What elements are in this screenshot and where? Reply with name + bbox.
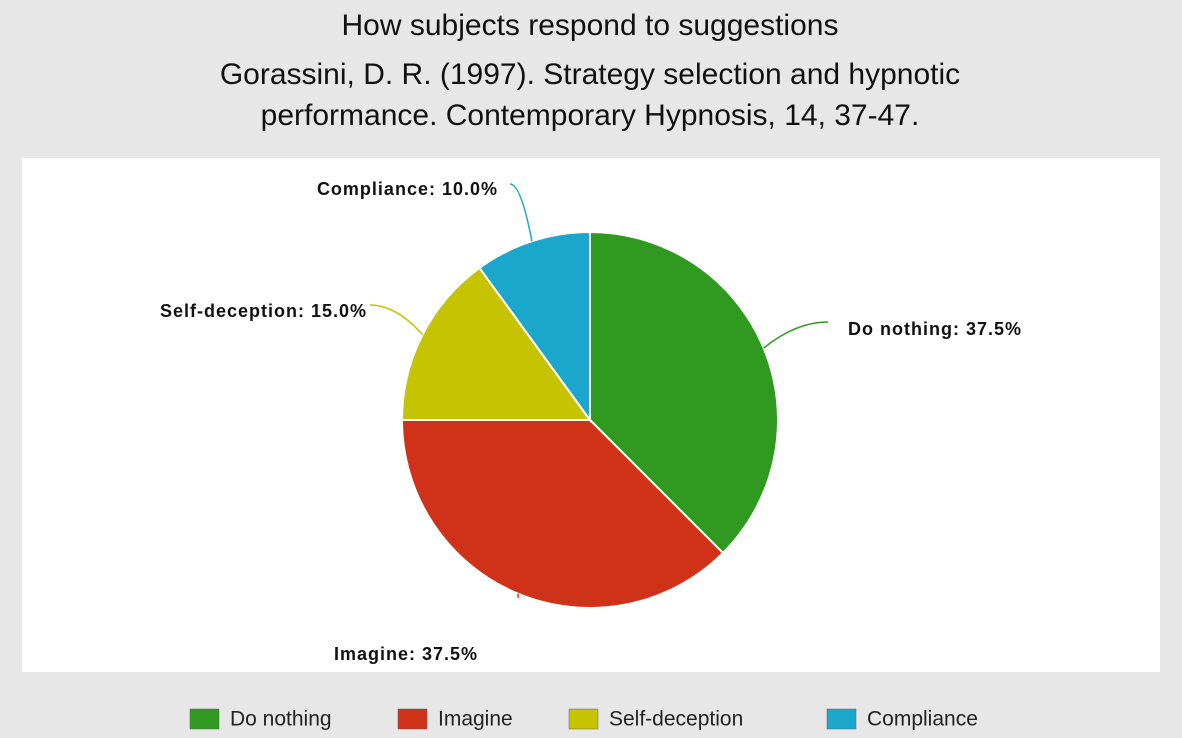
pie-slice: [400, 419, 725, 609]
legend-swatch: [568, 708, 599, 730]
leader-line: [369, 304, 424, 336]
data-label: Self-deception: 15.0%: [160, 301, 367, 321]
legend-swatch: [397, 708, 428, 730]
legend-label: Imagine: [438, 708, 513, 731]
pie-slice: [589, 230, 779, 555]
chart-subtitle: performance. Contemporary Hypnosis, 14, …: [261, 99, 920, 132]
legend-swatch: [189, 708, 220, 730]
pie-slice: [478, 230, 591, 424]
data-label: Do nothing: 37.5%: [848, 319, 1022, 339]
chart-title: How subjects respond to suggestions: [342, 9, 839, 42]
legend-label: Do nothing: [230, 708, 332, 731]
data-label: Compliance: 10.0%: [317, 179, 498, 199]
legend-label: Compliance: [867, 708, 978, 731]
legend-label: Self-deception: [609, 708, 743, 731]
data-label: Imagine: 37.5%: [334, 644, 478, 664]
leader-line: [763, 321, 829, 349]
chart-subtitle: Gorassini, D. R. (1997). Strategy select…: [220, 58, 960, 91]
legend-swatch: [826, 708, 857, 730]
pie-slice: [400, 266, 592, 421]
leader-line: [509, 183, 533, 242]
